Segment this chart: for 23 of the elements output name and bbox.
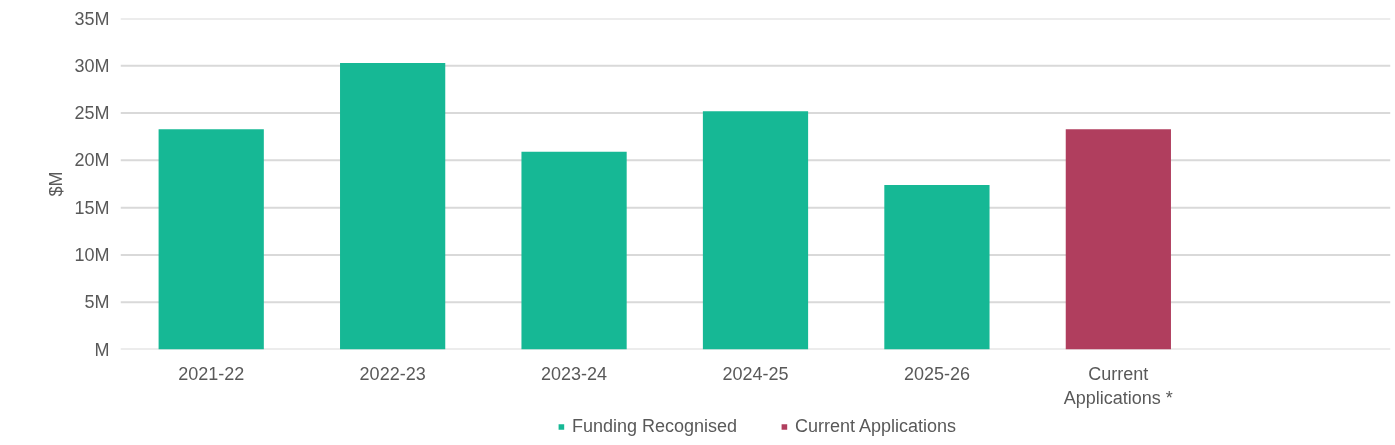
x-tick-label: 2022-23 [359, 363, 426, 384]
y-tick-label: 25M [74, 103, 110, 124]
legend-label: Funding Recognised [571, 415, 738, 437]
bar [521, 151, 627, 350]
x-tick-label: 2023-24 [541, 363, 608, 384]
y-tick-label: 5M [84, 292, 110, 313]
y-tick-label: 30M [74, 55, 110, 76]
x-tick-label: 2025-26 [903, 363, 970, 384]
bar [158, 129, 264, 350]
x-tick-label: 2021-22 [178, 363, 245, 384]
y-axis-title: $M [46, 171, 67, 197]
bar [702, 111, 809, 350]
legend-label: Current Applications [795, 415, 957, 437]
bar [1065, 129, 1171, 350]
bar [340, 62, 446, 350]
x-tick-label: Current Applications * [1063, 363, 1173, 408]
y-tick-label: M [94, 339, 110, 360]
y-tick-label: 15M [74, 197, 110, 218]
bar [884, 184, 990, 350]
x-tick-label: 2024-25 [722, 363, 789, 384]
y-tick-label: 35M [74, 8, 110, 29]
y-tick-label: 20M [74, 150, 110, 171]
y-tick-label: 10M [74, 244, 110, 265]
